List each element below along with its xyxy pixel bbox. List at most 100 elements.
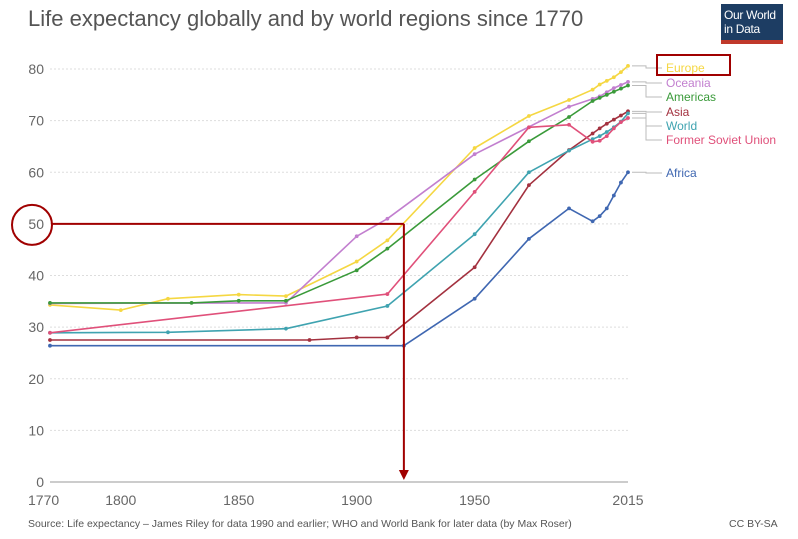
x-tick-label-1900: 1900 [341, 492, 372, 508]
data-point-former-soviet-union-0 [48, 330, 52, 335]
logo-line-1: Our World [724, 8, 776, 22]
data-point-americas-7 [527, 139, 531, 144]
data-point-world-3 [385, 304, 390, 308]
y-tick-label-50: 50 [28, 216, 44, 232]
data-point-americas-6 [472, 177, 477, 182]
data-point-oceania-3 [385, 216, 390, 221]
series-label-asia: Asia [666, 105, 690, 119]
data-point-world-5 [527, 170, 531, 175]
data-point-americas-3 [284, 298, 288, 303]
x-tick-label-1950: 1950 [459, 492, 490, 508]
data-point-former-soviet-union-6 [597, 138, 602, 143]
y-tick-label-0: 0 [36, 474, 44, 490]
data-point-asia-7 [590, 131, 595, 136]
series-label-world: World [666, 119, 697, 133]
data-point-asia-3 [385, 335, 390, 340]
label-leader-world [632, 112, 662, 127]
data-point-oceania-10 [619, 83, 623, 87]
data-point-former-soviet-union-3 [527, 125, 531, 130]
owid-logo[interactable]: Our World in Data [721, 4, 783, 44]
data-point-europe-1 [118, 308, 123, 312]
series-label-europe: Europe [666, 61, 705, 75]
data-point-oceania-11 [626, 80, 630, 84]
y-tick-label-30: 30 [28, 319, 44, 335]
data-point-world-6 [567, 148, 571, 153]
data-point-europe-12 [604, 78, 609, 83]
series-line-former-soviet-union [49, 117, 629, 334]
data-point-asia-0 [48, 338, 52, 342]
data-point-americas-0 [48, 300, 52, 305]
data-point-americas-5 [385, 246, 390, 251]
data-point-africa-10 [626, 170, 630, 175]
data-point-asia-10 [611, 117, 616, 122]
data-point-oceania-5 [567, 104, 571, 109]
data-point-americas-2 [236, 298, 241, 303]
label-leader-europe [632, 65, 662, 69]
data-point-americas-13 [619, 86, 623, 91]
data-point-asia-11 [619, 113, 623, 118]
y-tick-label-70: 70 [28, 113, 44, 129]
y-tick-label-40: 40 [28, 268, 44, 284]
data-point-africa-2 [472, 296, 477, 301]
series-line-africa [50, 171, 629, 347]
data-point-americas-12 [611, 89, 616, 94]
data-point-europe-3 [236, 292, 241, 297]
data-point-world-9 [604, 130, 609, 134]
data-point-asia-5 [527, 183, 531, 188]
data-point-europe-14 [619, 70, 623, 74]
data-point-asia-2 [354, 335, 359, 340]
data-point-europe-15 [626, 64, 630, 68]
data-point-former-soviet-union-2 [472, 189, 477, 194]
data-point-europe-8 [527, 114, 531, 118]
y-tick-label-10: 10 [28, 422, 44, 438]
x-tick-label-1770: 1770 [28, 492, 59, 508]
data-point-world-8 [597, 134, 602, 139]
data-point-europe-4 [284, 294, 288, 299]
label-leader-oceania [632, 81, 662, 84]
x-tick-label-1800: 1800 [105, 492, 136, 508]
data-point-europe-9 [567, 98, 571, 102]
data-point-africa-7 [604, 206, 609, 211]
data-point-asia-9 [604, 121, 609, 126]
data-point-asia-1 [307, 338, 312, 342]
data-point-africa-9 [619, 180, 623, 185]
y-tick-label-80: 80 [28, 61, 44, 77]
y-tick-label-20: 20 [28, 371, 44, 387]
label-leader-former-soviet-union [632, 117, 662, 141]
x-tick-label-1850: 1850 [223, 492, 254, 508]
x-tick-label-2015: 2015 [612, 492, 643, 508]
data-point-americas-11 [604, 92, 609, 97]
series-label-oceania: Oceania [666, 76, 711, 90]
data-point-former-soviet-union-5 [590, 139, 595, 144]
data-point-former-soviet-union-8 [611, 126, 616, 131]
data-point-world-1 [166, 330, 170, 335]
data-point-africa-0 [48, 343, 52, 348]
source-note: Source: Life expectancy – James Riley fo… [28, 518, 572, 530]
data-point-africa-6 [597, 214, 602, 219]
data-point-africa-5 [590, 219, 595, 224]
series-label-africa: Africa [666, 166, 697, 180]
data-point-africa-3 [527, 236, 531, 241]
y-tick-label-60: 60 [28, 164, 44, 180]
data-point-world-4 [472, 232, 477, 237]
data-point-oceania-4 [472, 152, 477, 157]
data-point-former-soviet-union-7 [604, 134, 609, 139]
data-point-americas-10 [597, 96, 602, 100]
data-point-europe-13 [611, 75, 616, 80]
license-label[interactable]: CC BY-SA [729, 518, 778, 530]
data-point-former-soviet-union-1 [385, 292, 390, 296]
chart-title: Life expectancy globally and by world re… [28, 6, 584, 31]
data-point-africa-8 [611, 193, 616, 198]
data-point-europe-5 [354, 259, 359, 264]
label-leader-asia [632, 110, 662, 113]
data-point-former-soviet-union-4 [567, 122, 571, 127]
series-line-europe [49, 65, 629, 311]
logo-line-2: in Data [724, 22, 760, 36]
data-point-americas-1 [189, 300, 194, 305]
data-point-europe-10 [590, 87, 595, 92]
data-point-world-2 [284, 326, 288, 331]
data-point-asia-4 [472, 265, 477, 270]
data-point-oceania-9 [611, 86, 616, 91]
series-label-former-soviet-union: Former Soviet Union [666, 133, 776, 147]
data-point-africa-4 [567, 206, 571, 211]
